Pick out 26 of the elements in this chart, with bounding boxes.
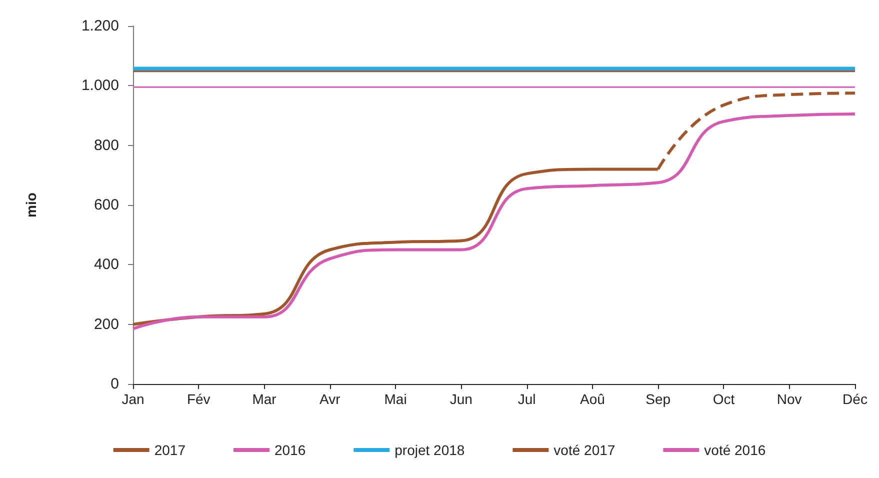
- legend-label: voté 2016: [704, 442, 766, 458]
- legend-label: 2017: [154, 442, 186, 458]
- line-series: [132, 112, 856, 330]
- x-tick-label: Mai: [384, 391, 407, 407]
- y-tick-label: 600: [94, 196, 119, 214]
- x-tick-label: Avr: [320, 391, 341, 407]
- legend-label: voté 2017: [554, 442, 616, 458]
- x-tick-label: Fév: [186, 391, 210, 407]
- x-tick-label: Nov: [776, 391, 802, 407]
- y-tick-label: 0: [110, 376, 119, 392]
- x-tick-label: Aoû: [580, 391, 605, 407]
- x-tick-label: Déc: [842, 391, 868, 407]
- y-tick-label: 1.000: [81, 77, 119, 94]
- x-tick-label: Oct: [712, 391, 735, 407]
- y-tick-label: 200: [94, 316, 119, 333]
- y-tick-label: 1.200: [81, 18, 119, 34]
- y-tick-label: 400: [94, 256, 119, 274]
- y-axis-title: mio: [23, 192, 39, 218]
- x-tick-label: Jul: [518, 391, 536, 407]
- x-tick-label: Mar: [252, 391, 277, 407]
- legend-label: projet 2018: [394, 442, 465, 458]
- y-tick-label: 800: [94, 136, 119, 154]
- x-tick-label: Jan: [122, 391, 144, 407]
- legend-label: 2016: [274, 442, 306, 458]
- x-tick-label: Sep: [646, 391, 671, 407]
- x-tick-label: Jun: [450, 391, 472, 407]
